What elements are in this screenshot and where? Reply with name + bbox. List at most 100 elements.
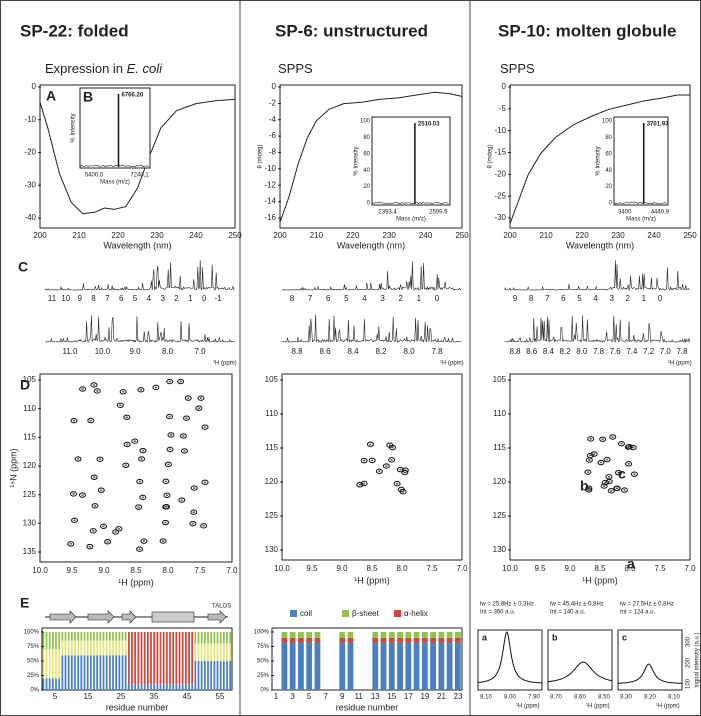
hsqc-peak — [137, 387, 145, 393]
ss-bar-segment — [77, 632, 80, 641]
ss-bar-segment — [108, 640, 111, 656]
ss-bar-segment — [89, 632, 92, 641]
ss-bar-segment — [96, 632, 99, 641]
ss-bar-segment — [298, 637, 304, 643]
x-tick-label: 8.70 — [550, 695, 562, 701]
ss-bar-segment — [289, 642, 296, 690]
x-tick-label: 17 — [404, 692, 413, 701]
x-tick-label: 240 — [419, 231, 433, 240]
x-tick-label: 8.2 — [375, 347, 387, 356]
y-tick-label: 75% — [27, 644, 40, 650]
ms-y-tick: 80 — [363, 135, 370, 141]
ss-bar-segment — [289, 637, 296, 643]
hsqc-peak — [87, 417, 95, 424]
x-tick-label: 8.5 — [366, 564, 378, 573]
nmr-x-label: ¹H (ppm) — [668, 361, 692, 367]
x-tick-label: 4 — [147, 294, 152, 303]
hsqc-peak-core — [139, 388, 143, 391]
ss-bar-segment — [58, 632, 61, 650]
x-tick-label: 3 — [609, 294, 614, 303]
subtitle-text: Expression in — [45, 61, 127, 76]
ss-bar-segment — [99, 655, 102, 690]
hsqc-peak — [163, 504, 171, 510]
ss-bar-segment — [64, 655, 67, 690]
x-tick-label: 250 — [683, 231, 697, 240]
y-tick-label: 200 — [686, 657, 692, 668]
ss-bar-segment — [430, 637, 436, 643]
x-tick-label: 9.0 — [129, 347, 141, 356]
x-tick-label: 8.4 — [347, 347, 359, 356]
x-tick-label: 25 — [117, 692, 126, 701]
x-axis-label: Wavelength (nm) — [566, 240, 634, 250]
ss-bar-segment — [42, 632, 45, 650]
panel-letter: C — [18, 259, 28, 275]
ss-bar-segment — [226, 661, 228, 690]
ss-bar-segment — [165, 632, 168, 685]
x-tick-label: 8.20 — [644, 695, 656, 701]
y-tick-label: 105 — [493, 375, 507, 384]
hsqc-peak — [116, 402, 124, 409]
hsqc-peak — [396, 466, 404, 473]
x-tick-label: 7 — [105, 294, 110, 303]
ss-bar-segment — [108, 632, 111, 641]
hsqc-peak — [382, 463, 390, 469]
y-tick-label: 105 — [23, 375, 37, 384]
lineshape-label: c — [622, 632, 627, 642]
panel-letter: E — [20, 595, 29, 611]
x-tick-label: 7.5 — [654, 564, 666, 573]
nmr-spectrum — [504, 315, 691, 344]
hsqc-peak — [197, 395, 205, 401]
hsqc-peak-core — [141, 449, 145, 452]
hsqc-peak-core — [627, 446, 630, 449]
x-tick-label: 8.5 — [130, 566, 142, 575]
ss-bar-segment — [140, 684, 143, 690]
lineshape-label: a — [482, 632, 488, 642]
hsqc-peak-core — [81, 388, 84, 390]
subtitle-text: SPPS — [500, 61, 535, 76]
y-tick-label: -5 — [499, 104, 507, 113]
hsqc-peak — [388, 457, 396, 463]
x-tick-label: 8.5 — [594, 564, 606, 573]
hsqc-peak-core — [203, 426, 207, 429]
x-tick-label: 8 — [91, 294, 96, 303]
nmr-spectrum — [44, 315, 235, 344]
hsqc-peak-core — [137, 506, 140, 509]
x-tick-label: 7.5 — [194, 566, 206, 575]
y-tick-label: 100% — [24, 630, 40, 636]
ss-bar-segment — [74, 632, 76, 641]
x-tick-label: 0 — [202, 294, 207, 303]
hsqc-peak-core — [125, 443, 129, 446]
x-axis-label: ¹H (ppm) — [586, 704, 610, 710]
ss-bar-segment — [430, 642, 436, 690]
linewidth: lw = 45,4Hz ± 0,8Hz — [550, 602, 604, 608]
x-tick-label: 6 — [326, 294, 331, 303]
hsqc-peak-core — [185, 417, 188, 420]
ss-bar-segment — [184, 632, 187, 685]
hsqc-peak — [97, 487, 105, 493]
cd-curve — [39, 98, 236, 215]
x-tick-label: 11.0 — [63, 347, 79, 356]
hsqc-peak-core — [102, 525, 105, 528]
ss-bar-segment — [197, 632, 200, 644]
hsqc-peak — [67, 541, 75, 547]
hsqc-peak-core — [164, 521, 167, 524]
hsqc-peak-core — [183, 450, 186, 452]
x-tick-label: 1 — [188, 294, 193, 303]
hsqc-peak-core — [632, 446, 635, 449]
ss-bar-segment — [156, 632, 159, 685]
hsqc-peak — [86, 543, 94, 550]
x-tick-label: 9.0 — [336, 564, 348, 573]
ms-baseline — [79, 164, 150, 168]
ss-bar-segment — [194, 643, 197, 661]
ss-bar-segment — [42, 649, 45, 679]
x-tick-label: 210 — [539, 231, 553, 240]
hsqc-peak — [195, 405, 203, 411]
ss-bar-segment — [203, 632, 206, 644]
ss-bar-segment — [121, 655, 124, 690]
hsqc-peak-core — [168, 448, 172, 451]
ss-bar-segment — [229, 661, 232, 690]
x-tick-label: 8.0 — [624, 564, 636, 573]
peak-label: b — [580, 478, 589, 494]
ss-bar-segment — [159, 684, 162, 690]
hsqc-peak — [366, 441, 374, 447]
